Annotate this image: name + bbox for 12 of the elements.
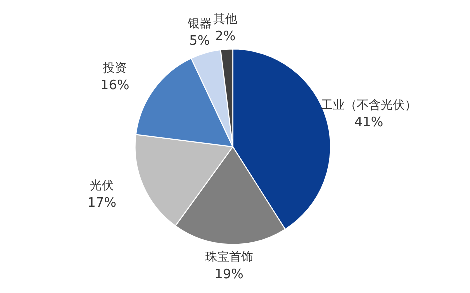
data-label: 16% <box>100 78 130 94</box>
data-label: 41% <box>354 115 384 130</box>
slice-label: 光伏 <box>90 178 114 192</box>
slice-label: 珠宝首饰 <box>205 250 254 264</box>
slice-label: 银器 <box>186 16 212 31</box>
slice-label: 投资 <box>102 60 128 75</box>
data-label: 17% <box>88 196 117 211</box>
slice-label: 工业（不含光伏） <box>321 98 418 112</box>
data-label: 19% <box>214 268 244 283</box>
data-label: 2% <box>215 30 236 45</box>
slice-label: 其他 <box>214 12 238 26</box>
data-label: 5% <box>189 34 210 50</box>
